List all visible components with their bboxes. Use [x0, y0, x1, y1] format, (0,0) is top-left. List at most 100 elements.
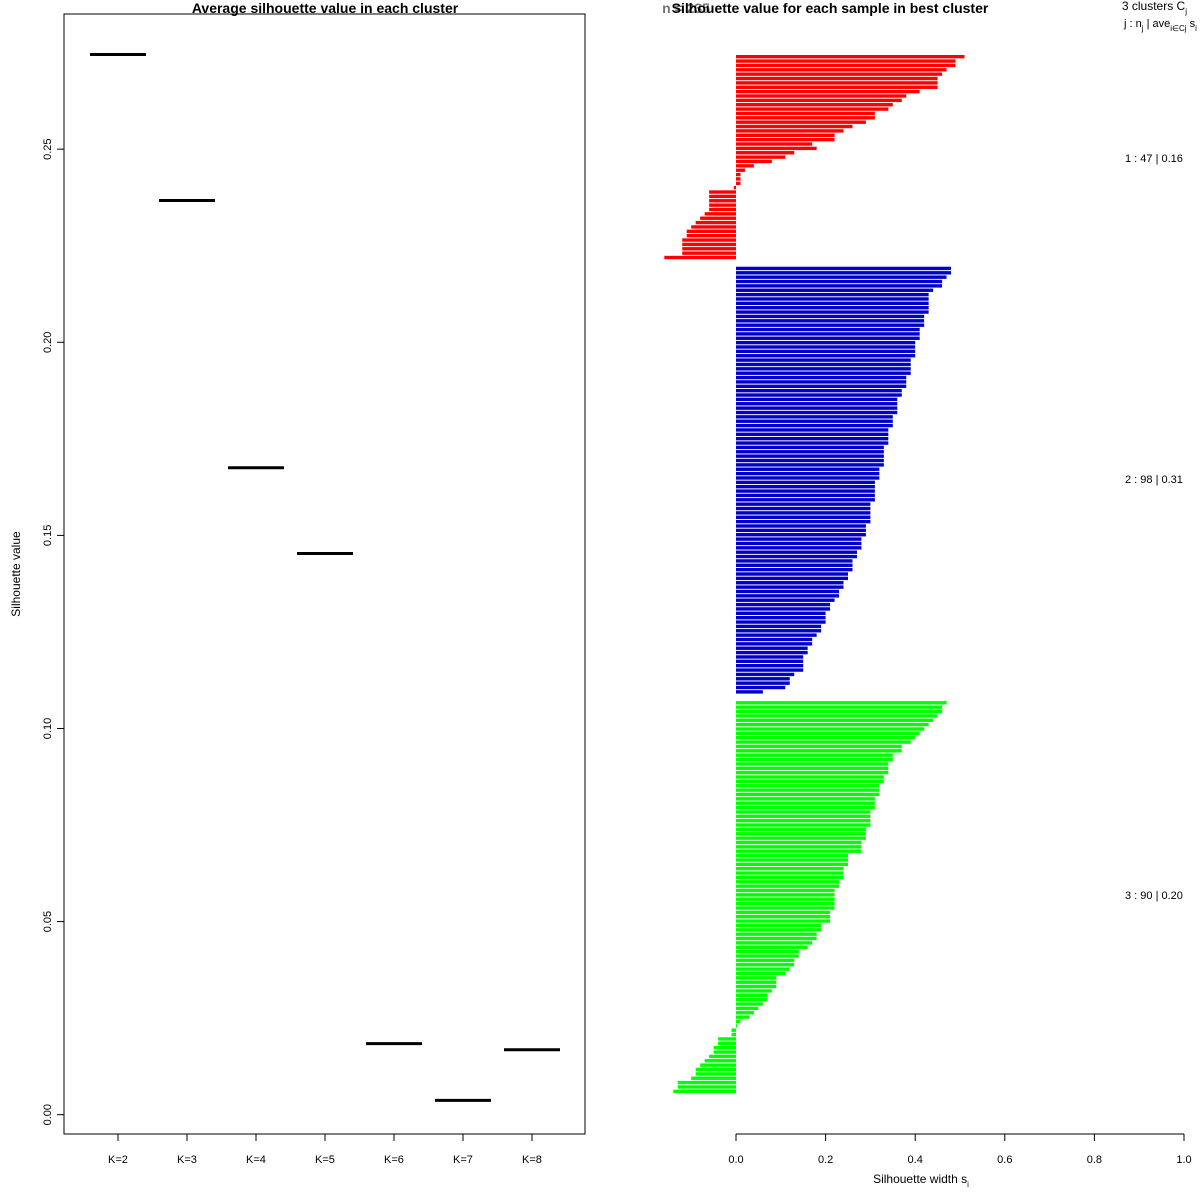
- left-y-tick-label: 0.25: [42, 138, 54, 159]
- right-x-tick-label: 0.8: [1087, 1154, 1102, 1166]
- silhouette-bar-cluster-3: [673, 1089, 736, 1094]
- silhouette-bar-cluster-3: [736, 1002, 763, 1006]
- left-x-tick-label: K=4: [246, 1154, 266, 1166]
- silhouette-bar-cluster-2: [736, 615, 826, 620]
- right-x-tick-label: 0.2: [818, 1154, 833, 1166]
- legend-subheader-sub: j: [1141, 24, 1144, 33]
- silhouette-bar-cluster-3: [736, 709, 943, 714]
- silhouette-bar-cluster-3: [736, 963, 795, 967]
- silhouette-bar-cluster-2: [736, 467, 880, 471]
- silhouette-bar-cluster-2: [736, 572, 848, 576]
- silhouette-bar-cluster-3: [736, 884, 840, 888]
- right-x-axis-label-main: Silhouette width s: [873, 1172, 967, 1186]
- silhouette-bar-cluster-2: [736, 581, 844, 585]
- silhouette-bar-cluster-2: [736, 685, 786, 690]
- left-x-tick-label: K=6: [384, 1154, 404, 1166]
- legend-header-sub: j: [1184, 7, 1187, 16]
- silhouette-bar-cluster-1: [736, 107, 889, 111]
- silhouette-bar-cluster-3: [736, 989, 772, 993]
- silhouette-bar-cluster-2: [736, 498, 875, 502]
- silhouette-bar-cluster-2: [736, 607, 831, 611]
- silhouette-bar-cluster-1: [736, 151, 795, 155]
- right-chart-title: Silhouette value for each sample in best…: [672, 0, 989, 16]
- silhouette-bar-cluster-3: [736, 823, 871, 827]
- silhouette-bar-cluster-3: [736, 897, 835, 901]
- legend-header-main: 3 clusters C: [1122, 0, 1186, 13]
- silhouette-bar-cluster-2: [736, 471, 880, 476]
- silhouette-bars: [664, 55, 965, 1094]
- silhouette-bar-cluster-2: [736, 371, 911, 375]
- silhouette-bar-cluster-3: [736, 731, 920, 736]
- left-x-tick-label: K=7: [453, 1154, 473, 1166]
- silhouette-bar-cluster-3: [736, 866, 844, 871]
- silhouette-bar-cluster-3: [736, 853, 848, 858]
- silhouette-bar-cluster-1: [686, 233, 736, 238]
- silhouette-bar-cluster-1: [682, 238, 736, 242]
- silhouette-bar-cluster-2: [736, 354, 916, 358]
- left-x-tick-label: K=2: [108, 1154, 128, 1166]
- silhouette-bar-cluster-2: [736, 668, 804, 672]
- silhouette-bar-cluster-2: [736, 585, 844, 589]
- right-x-tick-label: 1.0: [1176, 1154, 1191, 1166]
- silhouette-bar-cluster-2: [736, 506, 871, 511]
- silhouette-bar-cluster-2: [736, 629, 822, 633]
- silhouette-bar-cluster-1: [682, 251, 736, 255]
- silhouette-bar-cluster-2: [736, 567, 853, 572]
- silhouette-bar-cluster-2: [736, 450, 884, 454]
- legend-subheader-main: j : n: [1123, 18, 1142, 30]
- silhouette-bar-cluster-3: [736, 818, 871, 823]
- silhouette-bar-cluster-3: [736, 936, 817, 941]
- silhouette-bar-cluster-2: [736, 576, 848, 581]
- silhouette-bar-cluster-3: [736, 862, 848, 867]
- silhouette-bar-cluster-2: [736, 266, 952, 271]
- silhouette-bar-cluster-1: [709, 207, 736, 212]
- silhouette-bar-cluster-3: [700, 1063, 736, 1067]
- silhouette-bar-cluster-3: [736, 958, 795, 963]
- silhouette-bar-cluster-2: [736, 611, 826, 616]
- silhouette-bar-cluster-3: [736, 949, 799, 954]
- silhouette-bar-cluster-2: [736, 292, 929, 297]
- silhouette-bar-cluster-3: [691, 1076, 736, 1080]
- left-x-tick-label: K=8: [522, 1154, 542, 1166]
- silhouette-bar-cluster-2: [736, 598, 835, 602]
- silhouette-bar-cluster-3: [731, 1032, 736, 1037]
- silhouette-bar-cluster-3: [736, 766, 889, 770]
- silhouette-bar-cluster-3: [736, 941, 813, 945]
- silhouette-bar-cluster-2: [736, 559, 853, 563]
- silhouette-bar-cluster-2: [736, 310, 929, 314]
- silhouette-bar-cluster-2: [736, 419, 893, 423]
- silhouette-bar-cluster-1: [736, 116, 875, 120]
- silhouette-bar-cluster-2: [736, 323, 925, 327]
- silhouette-bar-cluster-1: [736, 76, 938, 81]
- silhouette-bar-cluster-2: [736, 327, 920, 332]
- silhouette-bar-cluster-3: [677, 1080, 736, 1085]
- silhouette-bar-cluster-2: [736, 388, 902, 393]
- silhouette-bar-cluster-2: [736, 589, 840, 594]
- silhouette-bar-cluster-3: [736, 784, 880, 788]
- silhouette-bar-cluster-1: [695, 220, 736, 225]
- silhouette-bar-cluster-1: [700, 216, 736, 220]
- silhouette-bar-cluster-2: [736, 633, 817, 637]
- silhouette-bar-cluster-3: [736, 928, 822, 932]
- silhouette-bar-cluster-2: [736, 642, 813, 646]
- silhouette-bar-cluster-2: [736, 406, 898, 410]
- silhouette-bar-cluster-2: [736, 458, 884, 463]
- legend-header: 3 clusters Cj: [1122, 0, 1187, 16]
- silhouette-bar-cluster-1: [709, 203, 736, 207]
- silhouette-bar-cluster-2: [736, 594, 840, 598]
- silhouette-bar-cluster-3: [736, 740, 911, 744]
- silhouette-bar-cluster-2: [736, 663, 804, 668]
- silhouette-bar-cluster-2: [736, 637, 813, 642]
- silhouette-bar-cluster-2: [736, 659, 804, 664]
- silhouette-bar-cluster-3: [736, 792, 880, 797]
- silhouette-bar-cluster-2: [736, 306, 929, 310]
- right-x-tick-label: 0.6: [997, 1154, 1012, 1166]
- silhouette-bar-cluster-1: [664, 255, 736, 260]
- left-x-tick-label: K=3: [177, 1154, 197, 1166]
- silhouette-bar-cluster-3: [736, 997, 768, 1002]
- silhouette-bar-cluster-3: [736, 919, 831, 923]
- silhouette-bar-cluster-1: [736, 168, 745, 172]
- silhouette-bar-cluster-3: [736, 832, 866, 836]
- silhouette-bar-cluster-2: [736, 550, 857, 554]
- left-x-axis: K=2 K=3 K=4 K=5 K=6 K=7 K=8: [108, 1133, 542, 1166]
